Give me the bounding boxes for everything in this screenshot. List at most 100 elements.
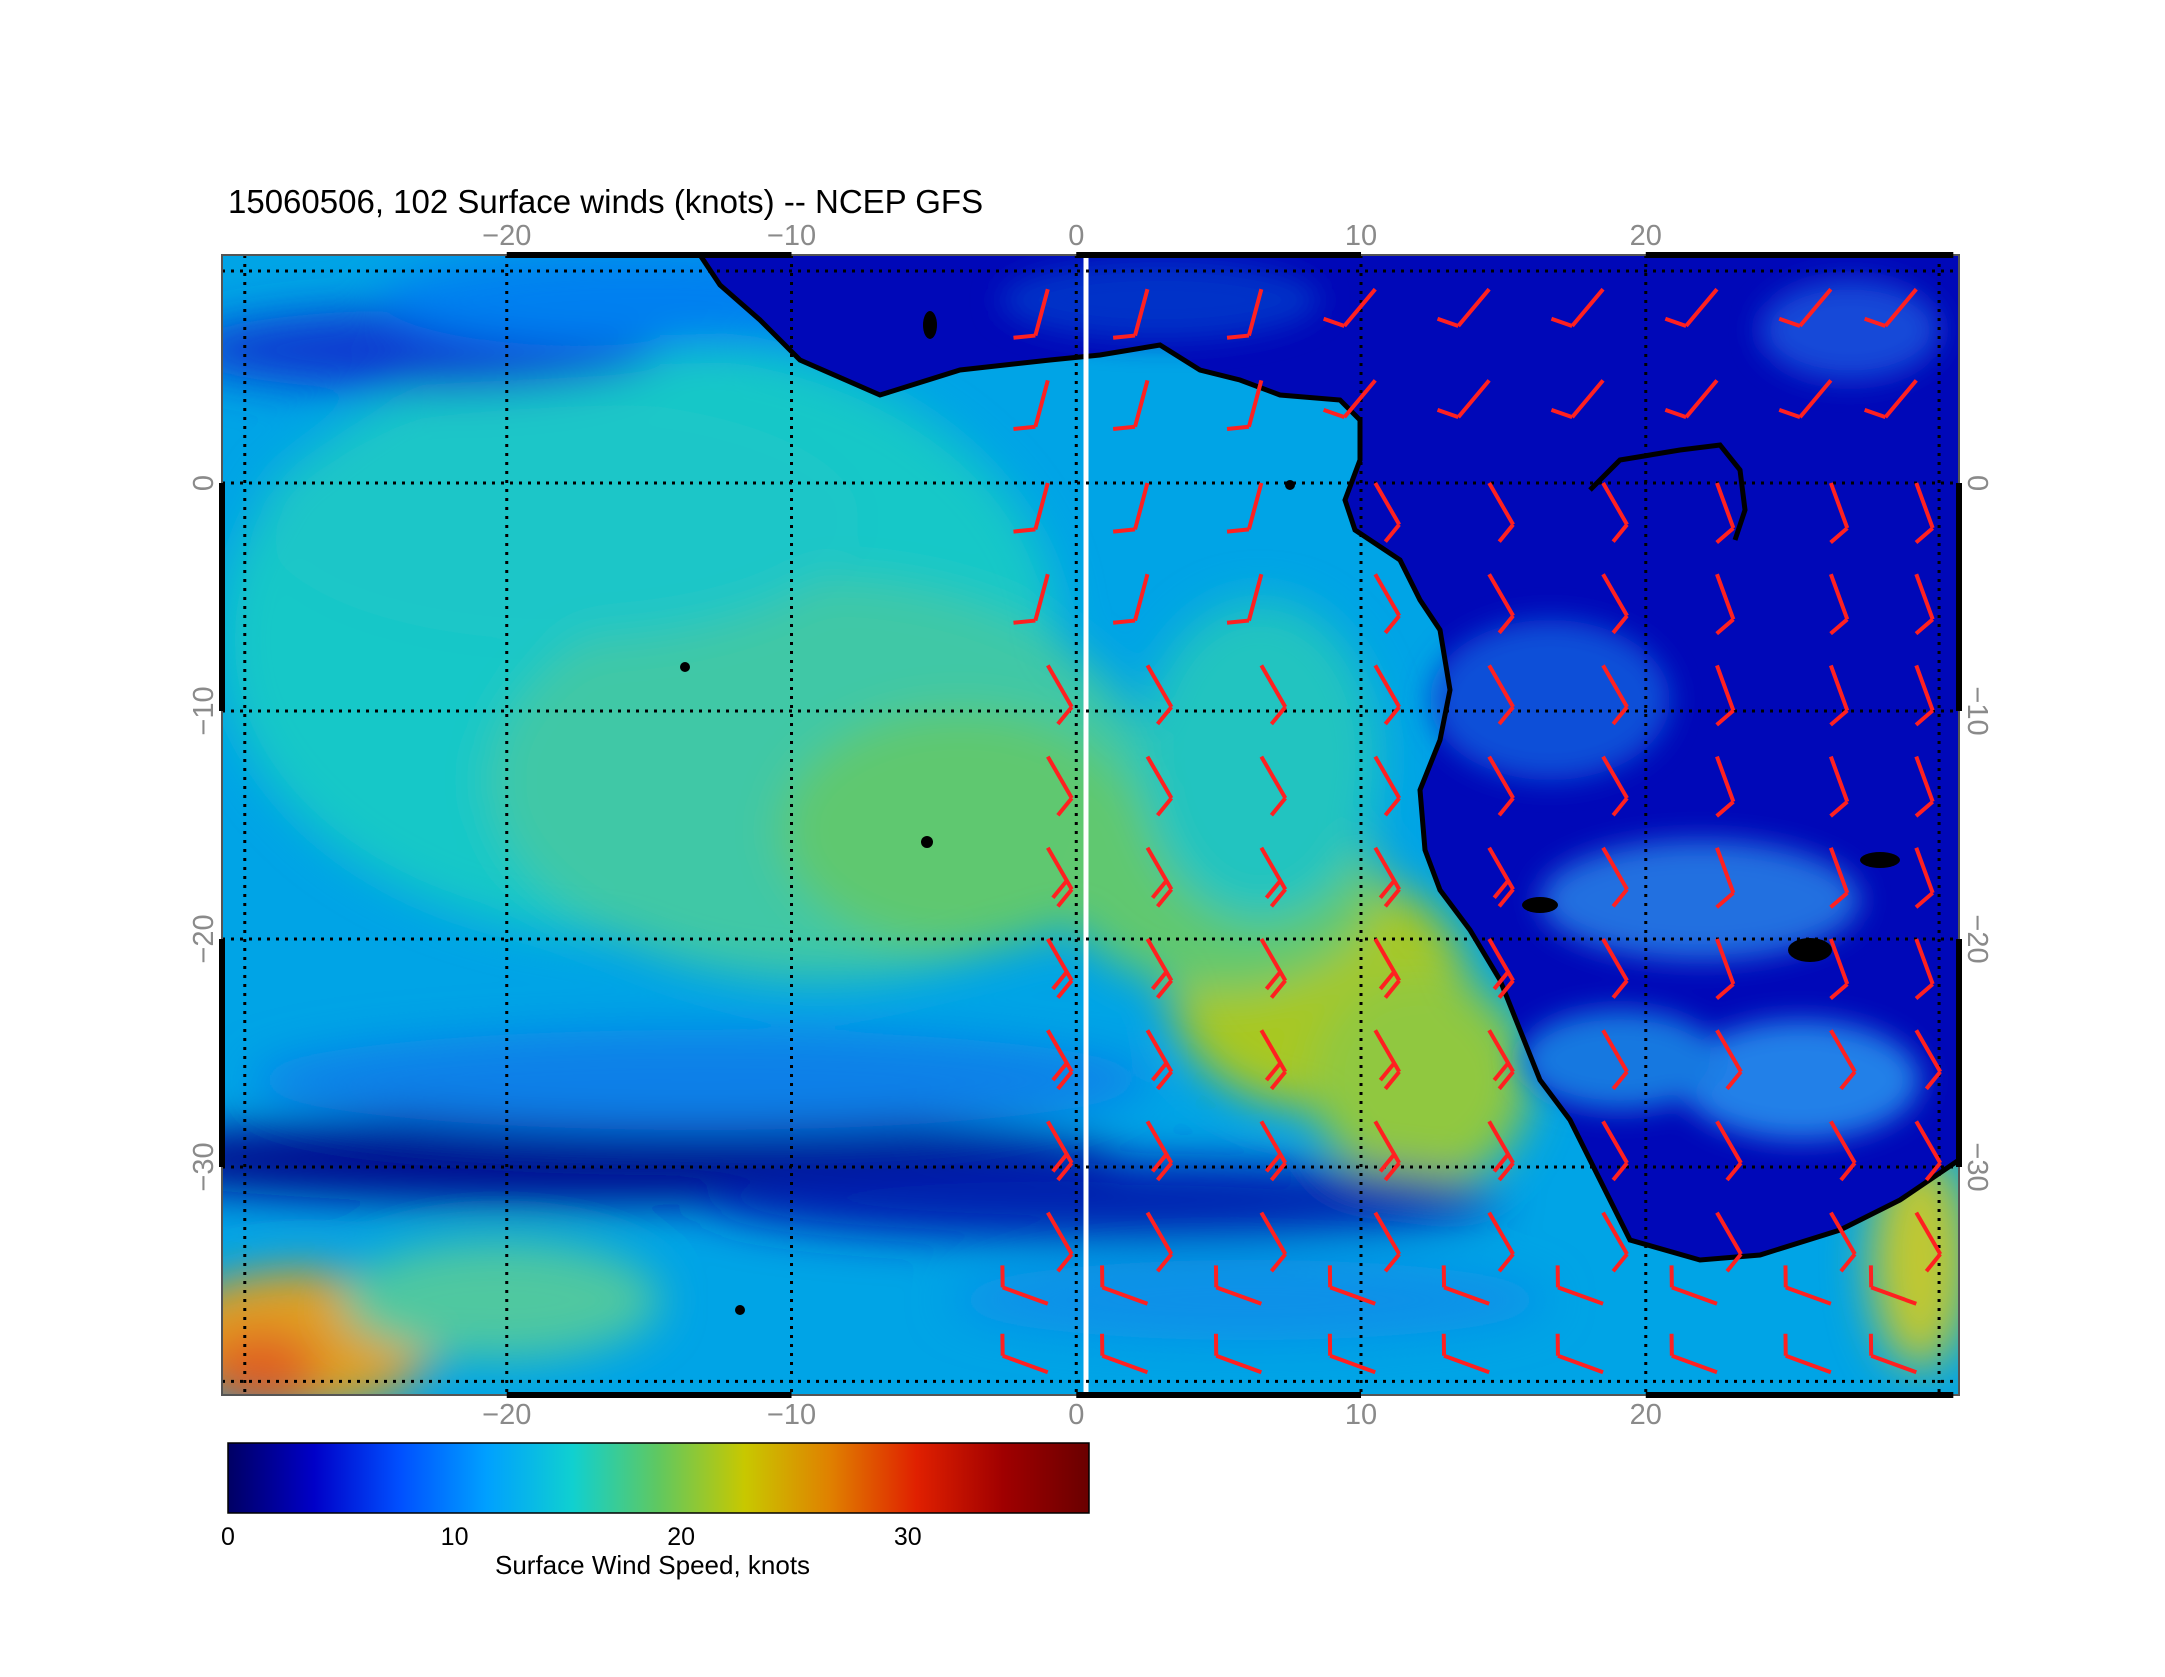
wind-barb [1601, 937, 1629, 999]
wind-barb [1914, 1211, 1943, 1273]
wind-barb [1715, 755, 1736, 818]
wind-barb [1046, 1120, 1074, 1182]
wind-barb [1601, 481, 1629, 543]
y-tick-label-right: −20 [1961, 914, 1993, 963]
wind-barb [1864, 379, 1918, 420]
colorbar-title: Surface Wind Speed, knots [495, 1550, 811, 1580]
wind-barb [1112, 288, 1150, 340]
wind-barb [1601, 755, 1629, 817]
wind-barb [1828, 755, 1850, 818]
wind-barb [1555, 1265, 1604, 1306]
coastline [697, 255, 1959, 1263]
wind-barb [1441, 1265, 1490, 1306]
x-tick-label-bottom: 0 [1068, 1399, 1084, 1431]
wind-speed-field [222, 255, 1959, 1395]
gridlines [222, 255, 1959, 1395]
wind-barb [1601, 1120, 1629, 1182]
wind-barb [1226, 573, 1264, 625]
y-tick-label-left: −30 [188, 1142, 220, 1191]
wind-barb [1715, 1211, 1743, 1273]
wind-barb [1112, 573, 1150, 625]
wind-barb [1550, 287, 1605, 328]
edge-bar-right [1956, 483, 1962, 711]
x-tick-label-bottom: 10 [1345, 1399, 1377, 1431]
wind-barb [1373, 1120, 1401, 1182]
wind-barb [1487, 937, 1515, 999]
wind-barb [1000, 1265, 1049, 1306]
colorbar-ticks: 0 10 20 30 [221, 1523, 922, 1551]
x-tick-label-top: 10 [1345, 220, 1377, 252]
wind-barb [1783, 1333, 1832, 1375]
edge-bar-top [1076, 252, 1362, 258]
wind-barb [1601, 573, 1629, 635]
wind-barb [1145, 937, 1174, 999]
wind-barb [1828, 938, 1850, 1000]
wind-barb [1145, 846, 1174, 908]
wind-barbs [1000, 287, 1943, 1375]
wind-barb [1715, 938, 1736, 1000]
y-tick-label-right: −10 [1961, 686, 1993, 735]
colorbar-tick-label: 30 [894, 1523, 922, 1551]
wind-barb [1226, 288, 1264, 340]
edge-bar-bottom [1645, 1392, 1954, 1398]
wind-barb [1914, 1120, 1943, 1182]
wind-barb [1436, 379, 1491, 420]
wind-barb [1715, 664, 1736, 727]
wind-barb [1715, 1120, 1743, 1182]
wind-barb [1914, 1029, 1943, 1091]
colorbar [227, 1442, 1090, 1514]
y-tick-label-right: −30 [1961, 1142, 1993, 1191]
wind-barb [1487, 1211, 1515, 1273]
wind-barb [1601, 1211, 1629, 1273]
wind-barb [1487, 664, 1515, 726]
wind-barb [1100, 1265, 1149, 1306]
wind-barb [1601, 846, 1629, 908]
wind-barb [1914, 664, 1935, 727]
wind-barb [1013, 379, 1050, 431]
wind-barb [1013, 288, 1050, 340]
wind-barb [1914, 573, 1935, 636]
wind-barb [1046, 1211, 1074, 1273]
wind-barb [1914, 938, 1935, 1000]
wind-barb [1914, 482, 1935, 544]
wind-barb [1829, 1120, 1857, 1182]
africa-landmass [700, 255, 1959, 1260]
wind-barb [1487, 846, 1515, 908]
wind-barb [1828, 573, 1850, 636]
wind-barb [1783, 1265, 1832, 1306]
island [1860, 852, 1900, 868]
wind-barb [1259, 846, 1288, 908]
x-tick-label-bottom: 20 [1630, 1399, 1662, 1431]
island [1788, 938, 1832, 962]
wind-barb [1373, 846, 1401, 908]
x-tick-label-top: 20 [1630, 220, 1662, 252]
wind-barb [1914, 847, 1935, 909]
wind-barb [1322, 287, 1377, 328]
map-title: 15060506, 102 Surface winds (knots) -- N… [228, 183, 984, 220]
wind-barb [1259, 1211, 1288, 1273]
x-tick-label-bottom: −10 [767, 1399, 816, 1431]
wind-barb [1046, 937, 1074, 999]
wind-barb [1868, 1333, 1917, 1375]
wind-barb [1487, 481, 1515, 543]
island [921, 836, 933, 848]
ocean-speed-blobs [222, 255, 1959, 1395]
wind-barb [1145, 1029, 1174, 1091]
wind-barb [1046, 664, 1074, 726]
x-tick-label-top: −10 [767, 220, 816, 252]
wind-barb [1145, 1120, 1174, 1182]
wind-barb [1914, 755, 1935, 818]
wind-barb [1013, 482, 1050, 534]
wind-barb [1487, 755, 1515, 817]
wind-barb [1829, 1029, 1857, 1091]
wind-barb [1327, 1333, 1376, 1375]
wind-barb [1669, 1265, 1718, 1306]
wind-barb [1259, 664, 1288, 726]
wind-barb [1145, 664, 1174, 726]
wind-barb [1864, 287, 1918, 328]
wind-barb [1601, 664, 1629, 726]
wind-barb [1715, 573, 1736, 636]
wind-barb [1322, 379, 1377, 420]
